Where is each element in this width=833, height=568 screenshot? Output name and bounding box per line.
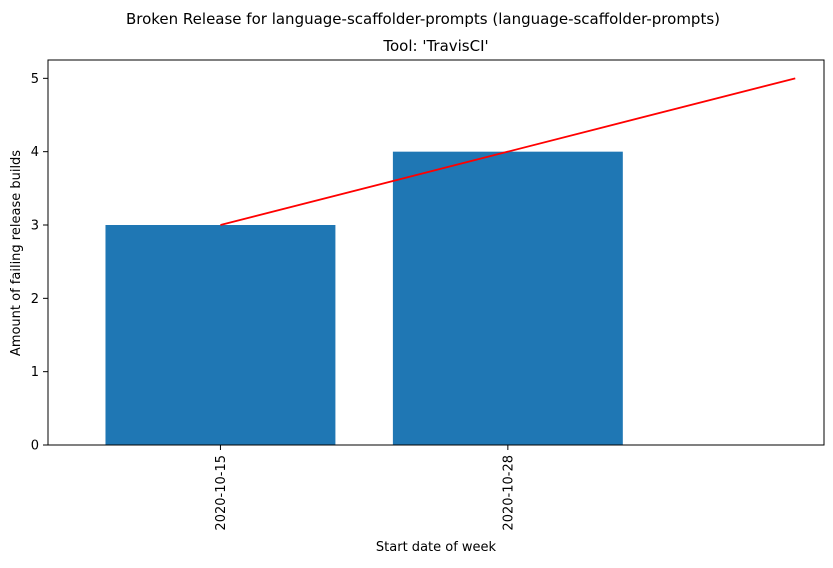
x-tick-label: 2020-10-15 xyxy=(214,455,229,531)
y-tick-label: 5 xyxy=(31,72,39,87)
y-tick-label: 3 xyxy=(31,219,39,234)
y-axis-label: Amount of failing release builds xyxy=(9,150,24,356)
x-axis: 2020-10-15 2020-10-28 xyxy=(214,445,516,531)
y-tick-label: 4 xyxy=(31,145,39,160)
trend-line-layer xyxy=(220,77,796,226)
y-axis: 0 1 2 3 4 5 xyxy=(31,72,48,454)
y-tick-label: 0 xyxy=(31,439,39,454)
x-tick-label: 2020-10-28 xyxy=(501,455,516,531)
chart-suptitle: Broken Release for language-scaffolder-p… xyxy=(126,10,720,28)
chart-title: Tool: 'TravisCI' xyxy=(382,37,488,55)
x-axis-label: Start date of week xyxy=(376,540,497,555)
trend-line xyxy=(220,77,796,226)
bar-2020-10-15 xyxy=(105,225,336,445)
bars-layer xyxy=(105,151,623,445)
y-tick-label: 2 xyxy=(31,292,39,307)
bar-2020-10-28 xyxy=(392,151,623,445)
y-tick-label: 1 xyxy=(31,365,39,380)
plot-frame xyxy=(47,59,825,446)
